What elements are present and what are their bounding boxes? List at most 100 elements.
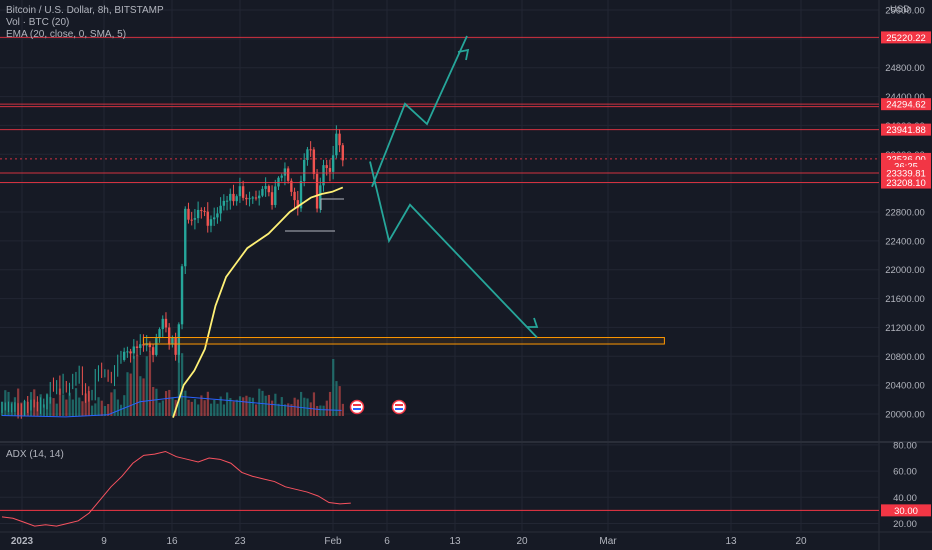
adx-legend[interactable]: ADX (14, 14)	[6, 449, 64, 460]
ema-legend[interactable]: EMA (20, close, 0, SMA, 5)	[6, 29, 127, 40]
time-axis-label: 20	[516, 536, 528, 547]
price-axis-label: 24400.00	[885, 92, 925, 103]
candle-body	[270, 192, 274, 205]
price-axis-label: 22800.00	[885, 208, 925, 219]
volume-bar	[177, 349, 181, 416]
adx-level-label-box	[881, 504, 931, 517]
candle-body	[122, 351, 126, 360]
candle-body	[139, 344, 142, 348]
candle-body	[241, 186, 245, 198]
volume-bar	[81, 401, 84, 416]
volume-bar	[254, 404, 258, 416]
volume-bar	[209, 403, 213, 416]
range-bracket-line	[320, 198, 344, 210]
volume-bar	[303, 397, 306, 416]
volume-bar	[299, 391, 303, 416]
volume-bar	[68, 392, 71, 416]
candle-body	[135, 346, 139, 348]
us-flag-event-icon	[391, 399, 407, 415]
volume-bar	[123, 395, 126, 416]
candle-body	[212, 217, 216, 220]
bearish-projection-path	[369, 161, 538, 339]
candle-body	[126, 351, 129, 353]
volume-bar	[119, 404, 123, 416]
volume-bar	[116, 399, 119, 416]
time-axis-label: 20	[795, 536, 807, 547]
volume-bar	[267, 394, 271, 416]
volume-bar	[280, 397, 283, 416]
volume-bar	[184, 390, 187, 416]
volume-bar	[328, 391, 332, 416]
volume-bar	[152, 386, 155, 416]
volume-bar	[161, 400, 164, 416]
volume-bar	[181, 353, 184, 416]
price-label-box	[881, 31, 931, 44]
time-axis-label: 9	[101, 536, 107, 547]
volume-bar	[283, 404, 287, 416]
candle-body	[331, 155, 335, 172]
candle-body	[203, 210, 206, 212]
bullish-projection-path	[371, 35, 468, 188]
volume-bar	[309, 402, 312, 416]
candle-body	[209, 219, 213, 226]
price-label-text: 23208.10	[886, 178, 926, 189]
adx-axis-label: 80.00	[893, 440, 917, 451]
volume-bar	[49, 397, 52, 416]
candle-body	[229, 193, 232, 201]
volume-bar	[97, 397, 100, 416]
candle-body	[290, 180, 293, 192]
price-label-box	[881, 167, 931, 180]
volume-bar	[142, 378, 145, 416]
candle-body	[258, 195, 261, 199]
volume-bar	[74, 388, 78, 416]
adx-axis-label: 20.00	[893, 519, 917, 530]
volume-bar	[190, 401, 193, 416]
volume-bar	[145, 356, 148, 416]
us-flag-stripe	[395, 404, 403, 406]
volume-bar	[319, 405, 322, 416]
candle-body	[322, 165, 325, 186]
volume-bar	[232, 401, 235, 416]
adx-axis-label: 40.00	[893, 493, 917, 504]
volume-bar	[71, 399, 74, 416]
candle-body	[190, 219, 193, 221]
candle-body	[280, 175, 283, 178]
price-label-text: 24294.62	[886, 100, 926, 111]
candle-body	[296, 200, 299, 209]
candle-body	[155, 338, 158, 355]
volume-bar	[264, 395, 267, 416]
volume-bar	[110, 392, 113, 416]
candle-body	[238, 186, 242, 197]
candle-body	[132, 346, 136, 354]
us-flag-stripe	[353, 408, 361, 410]
volume-bar	[203, 400, 206, 416]
volume-legend[interactable]: Vol · BTC (20)	[6, 17, 70, 28]
candle-body	[206, 211, 209, 226]
time-axis-label: 13	[725, 536, 737, 547]
candle-body	[254, 197, 258, 199]
candle-body	[319, 185, 322, 209]
volume-bar	[103, 405, 107, 416]
volume-bar	[316, 405, 319, 416]
symbol-legend[interactable]: Bitcoin / U.S. Dollar, 8h, BITSTAMP	[6, 5, 164, 16]
volume-bar	[312, 392, 316, 416]
time-axis-label: 23	[234, 536, 246, 547]
candle-body	[264, 186, 267, 189]
volume-bar	[322, 405, 325, 416]
volume-bar	[164, 391, 168, 416]
volume-bar	[129, 373, 132, 416]
volume-bar	[235, 399, 238, 416]
price-label-box	[881, 176, 931, 189]
volume-bar	[193, 399, 197, 416]
candle-body	[142, 344, 145, 346]
candle-body	[248, 198, 251, 200]
volume-bar	[91, 405, 94, 416]
candle-body	[177, 324, 181, 355]
us-flag-stripe	[395, 408, 403, 410]
price-axis-label: 22000.00	[885, 265, 925, 276]
candle-body	[232, 193, 235, 202]
volume-bar	[158, 402, 161, 416]
volume-bar	[132, 356, 136, 416]
volume-bar	[335, 381, 338, 416]
